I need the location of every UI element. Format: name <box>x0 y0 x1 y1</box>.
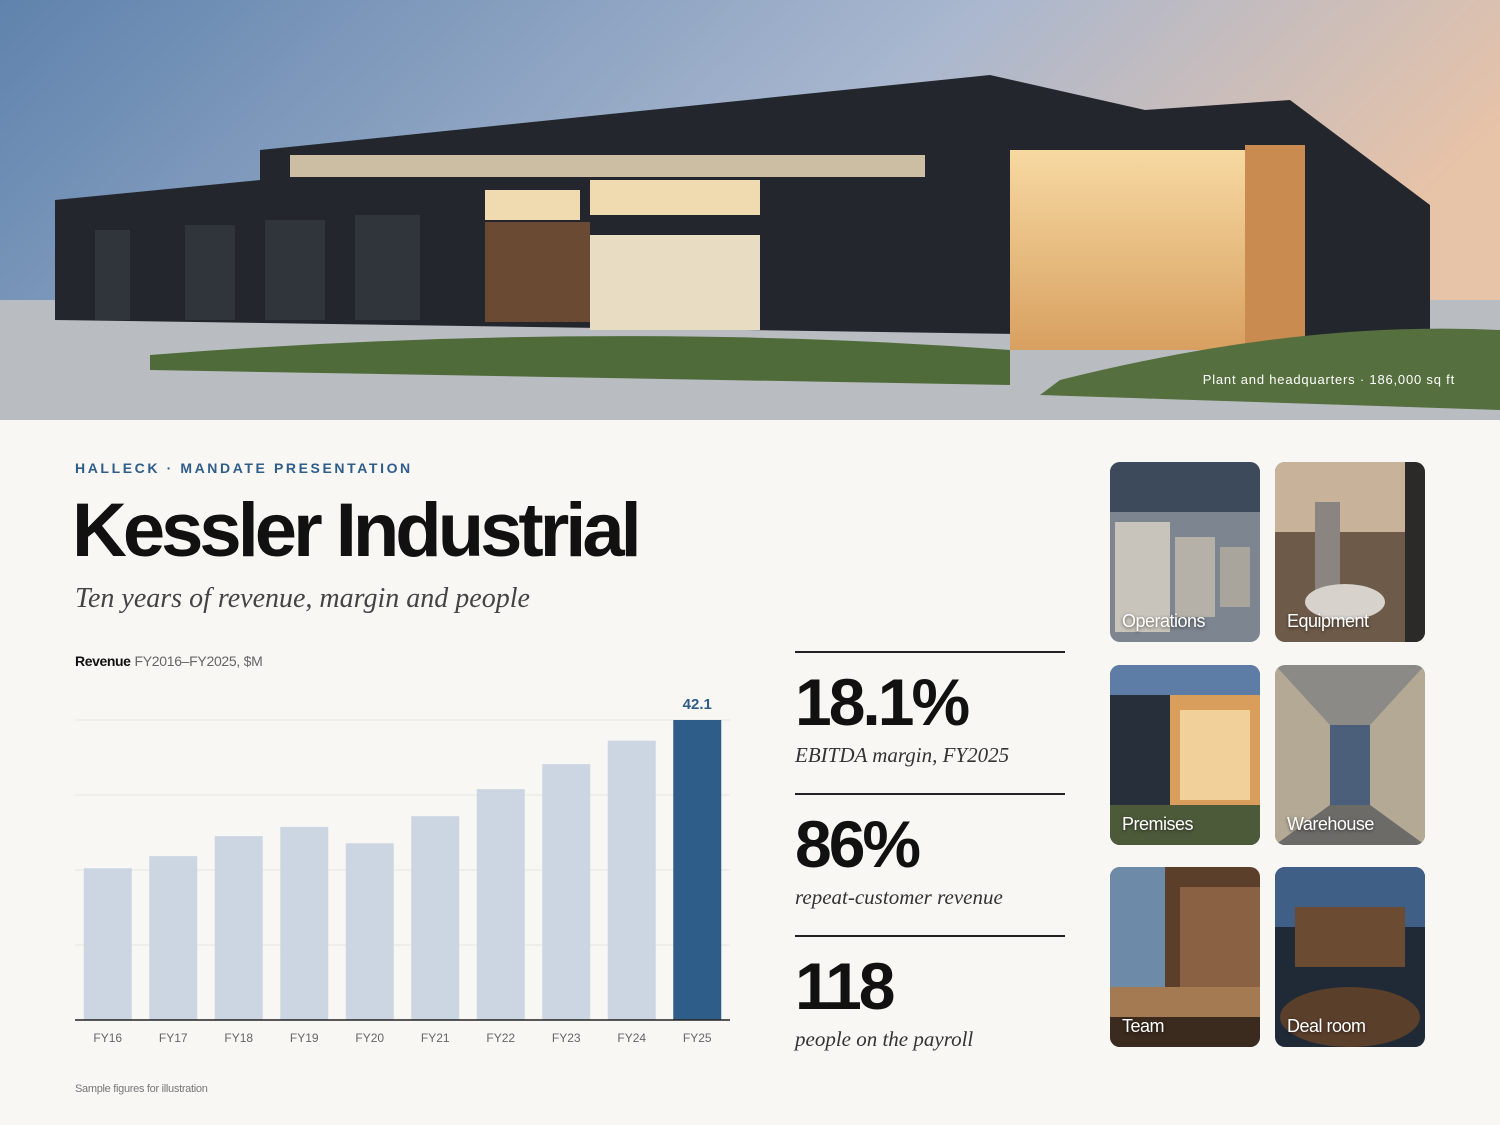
eyebrow: HALLECK · MANDATE PRESENTATION <box>75 460 413 476</box>
chart-subtitle: FY2016–FY2025, $M <box>134 653 263 669</box>
stat-caption: people on the payroll <box>795 1027 974 1051</box>
tile-label: Premises <box>1122 814 1194 834</box>
stat-value: 18.1% <box>795 665 970 739</box>
tile-image <box>1110 665 1260 845</box>
stat-caption: EBITDA margin, FY2025 <box>795 743 1010 767</box>
tile[interactable]: Premises <box>1110 665 1260 845</box>
bar <box>607 740 656 1020</box>
hero-caption: Plant and headquarters · 186,000 sq ft <box>1202 372 1455 387</box>
bar <box>476 789 525 1020</box>
stat-value: 86% <box>795 807 921 881</box>
bar <box>542 764 591 1020</box>
chart: FY16 FY17 FY18 FY19 FY20 FY21 FY22 FY23 FY24 FY25… <box>75 696 730 1045</box>
tile-image <box>1275 867 1425 1047</box>
chart-heading: Revenue FY2016–FY2025, $M <box>75 653 263 669</box>
x-tick-label: FY23 <box>552 1031 581 1045</box>
bar <box>280 826 329 1020</box>
tile[interactable]: Operations <box>1110 462 1260 642</box>
tile[interactable]: Deal room <box>1275 867 1425 1047</box>
bar <box>83 868 132 1020</box>
tile-image <box>1275 462 1425 642</box>
x-tick-label: FY21 <box>421 1031 450 1045</box>
tile-label: Deal room <box>1287 1016 1366 1036</box>
hero-image <box>0 0 1500 420</box>
stat-caption: repeat-customer revenue <box>795 885 1003 909</box>
tile-label: Equipment <box>1287 611 1369 631</box>
stat: 18.1% EBITDA margin, FY2025 <box>795 651 1065 768</box>
x-tick-label: FY22 <box>486 1031 515 1045</box>
stat: 118 people on the payroll <box>795 935 1065 1052</box>
x-tick-label: FY24 <box>617 1031 646 1045</box>
stat-value: 118 <box>795 949 895 1023</box>
x-tick-label: FY25 <box>683 1031 712 1045</box>
value-label: 42.1 <box>683 696 712 713</box>
bar <box>673 720 722 1020</box>
tile-label: Team <box>1122 1016 1165 1036</box>
tile[interactable]: Equipment <box>1275 462 1425 642</box>
page-subtitle: Ten years of revenue, margin and people <box>75 583 530 614</box>
tile-image <box>1275 665 1425 845</box>
page-title: Kessler Industrial <box>72 488 642 573</box>
bar <box>149 856 198 1020</box>
bar <box>411 816 460 1020</box>
tile-image <box>1110 462 1260 642</box>
x-tick-label: FY16 <box>93 1031 122 1045</box>
x-tick-label: FY17 <box>159 1031 188 1045</box>
bar <box>345 843 394 1020</box>
x-tick-label: FY18 <box>224 1031 253 1045</box>
tile-label: Warehouse <box>1287 814 1374 834</box>
tile-label: Operations <box>1122 611 1206 631</box>
tile[interactable]: Team <box>1110 867 1260 1047</box>
x-tick-label: FY19 <box>290 1031 319 1045</box>
footnote: Sample figures for illustration <box>75 1083 208 1095</box>
x-tick-label: FY20 <box>355 1031 384 1045</box>
chart-title: Revenue <box>75 653 131 669</box>
stat: 86% repeat-customer revenue <box>795 793 1065 910</box>
bar <box>214 836 263 1020</box>
tile[interactable]: Warehouse <box>1275 665 1425 845</box>
tile-image <box>1110 867 1260 1047</box>
